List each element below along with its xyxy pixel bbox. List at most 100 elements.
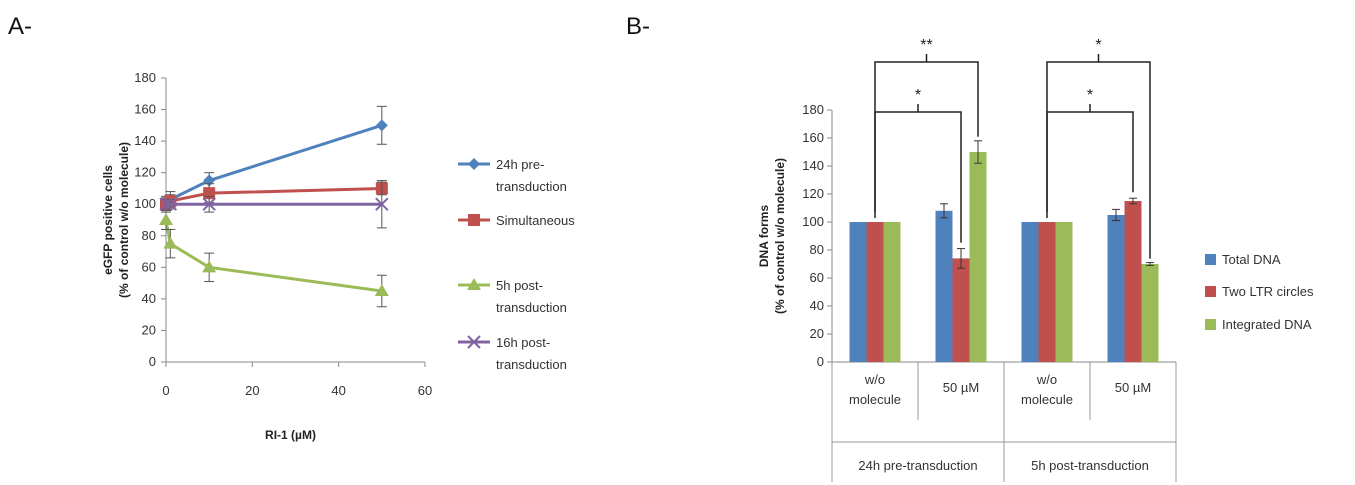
marker-x-stroke bbox=[163, 197, 178, 211]
y-tick-label: 140 bbox=[802, 158, 824, 173]
marker-x-stroke bbox=[467, 335, 481, 349]
legend-label: 16h post- bbox=[496, 335, 550, 350]
y-tick-label: 120 bbox=[134, 165, 156, 180]
y-tick-label: 40 bbox=[142, 291, 156, 306]
legend-swatch bbox=[1205, 319, 1216, 330]
marker-diamond bbox=[375, 119, 388, 132]
line-chart-a: 0 20 40 60 80 100 120 140 160 180 0 20 40 60 RI-1 (µM)… bbox=[101, 70, 575, 442]
legend-item-1: Total DNA bbox=[1205, 252, 1281, 267]
y-axis-title: DNA forms (% of control w/o molecule) bbox=[757, 158, 787, 314]
marker-triangle bbox=[202, 260, 217, 273]
y-tick-label: 180 bbox=[802, 102, 824, 117]
significance-bracket: * bbox=[1046, 37, 1151, 259]
bar-series-2 bbox=[866, 197, 1142, 362]
y-tick-label: 120 bbox=[802, 186, 824, 201]
y-axis-title: eGFP positive cells (% of control w/o mol… bbox=[101, 142, 131, 298]
bar bbox=[1124, 201, 1142, 362]
category-label: molecule bbox=[1021, 392, 1073, 407]
y-tick-label: 20 bbox=[142, 322, 156, 337]
significance-bracket: * bbox=[1046, 87, 1134, 218]
marker-x bbox=[202, 197, 216, 211]
legend-label: 24h pre- bbox=[496, 157, 544, 172]
marker-x-stroke bbox=[159, 197, 173, 211]
legend-label: Two LTR circles bbox=[1222, 284, 1314, 299]
group-label: 24h pre-transduction bbox=[858, 458, 977, 473]
significance-label: ** bbox=[920, 37, 932, 54]
marker-x-stroke bbox=[202, 197, 216, 211]
y-axis-title-line2: (% of control w/o molecule) bbox=[117, 142, 131, 298]
bar bbox=[969, 152, 987, 362]
y-tick-label: 160 bbox=[134, 102, 156, 117]
y-tick-label: 0 bbox=[149, 354, 156, 369]
bar bbox=[952, 258, 970, 362]
bar bbox=[866, 222, 884, 362]
x-tick-label: 40 bbox=[331, 383, 345, 398]
y-axis-title-line2: (% of control w/o molecule) bbox=[773, 158, 787, 314]
significance-label: * bbox=[915, 87, 921, 104]
y-tick-label: 40 bbox=[810, 298, 824, 313]
marker-x bbox=[467, 335, 481, 349]
marker-triangle bbox=[163, 236, 178, 249]
significance-label: * bbox=[1087, 87, 1093, 104]
bracket-line bbox=[1046, 111, 1134, 218]
legend-item-2: Two LTR circles bbox=[1205, 284, 1314, 299]
panel-b-label: B- bbox=[626, 13, 650, 40]
category-label: w/o bbox=[1036, 372, 1057, 387]
bar-series-1 bbox=[849, 203, 1125, 362]
category-label: molecule bbox=[849, 392, 901, 407]
y-tick-label: 60 bbox=[142, 259, 156, 274]
marker-diamond bbox=[468, 158, 480, 170]
significance-label: * bbox=[1095, 37, 1101, 54]
marker-triangle bbox=[159, 213, 173, 225]
bar bbox=[1038, 222, 1056, 362]
y-tick-label: 20 bbox=[810, 326, 824, 341]
legend-label: Total DNA bbox=[1222, 252, 1281, 267]
legend-label: 5h post- bbox=[496, 278, 543, 293]
y-tick-label: 180 bbox=[134, 70, 156, 85]
legend-label: transduction bbox=[496, 179, 567, 194]
bracket-line bbox=[874, 61, 979, 212]
legend-swatch bbox=[1205, 286, 1216, 297]
category-label: 50 µM bbox=[943, 380, 979, 395]
y-tick-label: 100 bbox=[802, 214, 824, 229]
y-tick-label: 100 bbox=[134, 196, 156, 211]
group-label: 5h post-transduction bbox=[1031, 458, 1149, 473]
x-tick-label: 60 bbox=[418, 383, 432, 398]
bar bbox=[1021, 222, 1039, 362]
marker-x bbox=[159, 197, 173, 211]
marker-triangle bbox=[467, 278, 481, 290]
marker-triangle bbox=[374, 284, 389, 296]
bar bbox=[935, 210, 953, 362]
panel-a-label: A- bbox=[8, 13, 32, 40]
legend-label: Integrated DNA bbox=[1222, 317, 1312, 332]
series-line bbox=[165, 186, 382, 206]
legend-item-3: Integrated DNA bbox=[1205, 317, 1312, 332]
y-tick-label: 140 bbox=[134, 133, 156, 148]
bar bbox=[883, 222, 901, 362]
legend-swatch bbox=[1205, 254, 1216, 265]
bar bbox=[1141, 264, 1159, 362]
bar-chart-b: 0 20 40 60 80 100 120 140 160 180 DNA forms (% of c… bbox=[757, 37, 1314, 482]
y-tick-label: 160 bbox=[802, 130, 824, 145]
legend-item-4: 16h post-transduction bbox=[458, 335, 567, 372]
bar bbox=[1055, 222, 1073, 362]
y-tick-label: 80 bbox=[142, 228, 156, 243]
legend-item-1: 24h pre-transduction bbox=[458, 157, 567, 194]
bar bbox=[1107, 215, 1125, 362]
y-tick-label: 0 bbox=[817, 354, 824, 369]
marker-x-stroke bbox=[375, 197, 389, 211]
category-label: w/o bbox=[864, 372, 885, 387]
bar-series-3 bbox=[883, 140, 1159, 362]
x-axis-title: RI-1 (µM) bbox=[265, 428, 316, 442]
bar bbox=[849, 222, 867, 362]
legend-label: transduction bbox=[496, 357, 567, 372]
x-tick-label: 0 bbox=[162, 383, 169, 398]
marker-square bbox=[468, 214, 480, 226]
marker-x bbox=[163, 197, 178, 211]
legend-label: Simultaneous bbox=[496, 213, 575, 228]
y-axis-title-line1: eGFP positive cells bbox=[101, 165, 115, 275]
significance-bracket: ** bbox=[874, 37, 979, 212]
x-tick-label: 20 bbox=[245, 383, 259, 398]
marker-x bbox=[375, 197, 389, 211]
